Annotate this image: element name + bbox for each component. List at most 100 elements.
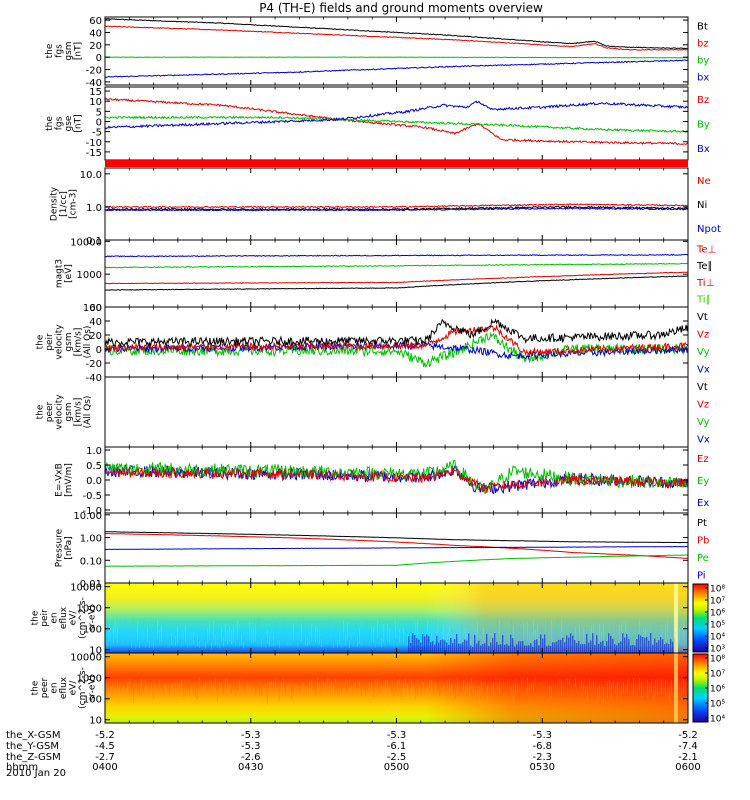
series-ey <box>104 459 689 495</box>
x-axis-row-label: the_Z-GSM <box>6 752 61 763</box>
legend-label: Vt <box>697 382 708 393</box>
panel-temperature: 10000 1000 100 magt3 [eV] Te⊥ Te∥ Ti⊥ Ti∥ <box>54 237 716 314</box>
legend-label: Vz <box>697 399 709 410</box>
x-axis-value: 0400 <box>92 762 117 773</box>
y-axis-label: (All Qs) <box>83 326 93 359</box>
y-axis-label: the <box>45 116 55 131</box>
y-axis-label: gsm <box>64 402 74 421</box>
chart-title: P4 (TH-E) fields and ground moments over… <box>259 1 543 15</box>
y-tick-label: 10 <box>89 646 102 657</box>
x-axis-value: -2.5 <box>387 752 407 763</box>
x-axis-value: -2.6 <box>241 752 261 763</box>
x-axis-value: -5.2 <box>678 730 698 741</box>
y-axis-label: the <box>35 404 45 419</box>
colorbar-tick-label: 10⁷ <box>710 670 725 680</box>
date-label: 2010 Jan 20 <box>6 768 66 779</box>
y-axis-label: the <box>35 334 45 349</box>
y-tick-label: 100 <box>83 625 102 636</box>
x-axis-value: -5.3 <box>387 730 407 741</box>
colorbar-tick-label: 10³ <box>710 645 725 655</box>
series-te- <box>104 275 689 291</box>
y-tick-label: 10.0 <box>80 170 102 181</box>
legend-label: bx <box>697 73 709 84</box>
y-tick-label: 20 <box>89 41 102 52</box>
x-axis-value: 0530 <box>530 762 555 773</box>
y-tick-label: 1.0 <box>86 446 102 457</box>
y-axis-label: peer <box>45 401 55 422</box>
y-tick-label: 20 <box>89 331 102 342</box>
y-tick-label: 10000 <box>70 583 102 594</box>
y-tick-label: 100 <box>83 303 102 314</box>
legend-label: bz <box>697 39 709 50</box>
data-gap-band <box>105 160 688 167</box>
y-tick-label: 10.00 <box>73 511 102 522</box>
y-axis-label: [cm-3] <box>69 189 79 219</box>
y-axis-label: eflux <box>59 606 69 629</box>
legend-label: Ti⊥ <box>696 278 714 289</box>
legend-label: Vy <box>697 347 710 358</box>
legend-label: Ey <box>697 476 709 487</box>
x-axis-value: -6.1 <box>387 741 407 752</box>
y-axis-label: [mV/m] <box>64 463 74 497</box>
y-axis-label: en <box>50 682 60 693</box>
y-tick-label: 0.5 <box>86 461 102 472</box>
legend-label: Pb <box>697 535 709 546</box>
legend-label: Ez <box>697 454 709 465</box>
legend-label: Vx <box>697 364 710 375</box>
y-axis-label: [nT] <box>73 114 83 132</box>
y-tick-label: -1.0 <box>82 506 102 517</box>
panel-pressure: 10.00 1.00 0.10 0.01 Pressure [nPa] Pt Pb Pe Pi <box>54 511 709 590</box>
series-te- <box>104 271 688 285</box>
panel-peir-velocity: 60 40 20 0 -20 -40 the peir velocity gsm [km/s] (Al… <box>35 303 710 384</box>
series-by <box>104 56 689 59</box>
y-axis-label: peir <box>45 333 55 351</box>
y-axis-label: [1/cc] <box>59 191 69 217</box>
colorbar-tick-label: 10⁴ <box>710 633 725 643</box>
x-axis-value: 0500 <box>384 762 409 773</box>
colorbar-tick-label: 10⁷ <box>710 597 725 607</box>
legend-label: by <box>697 56 709 67</box>
panel-density: 10.0 1.0 0.1 Density [1/cc] [cm-3] Ne Ni Npot <box>50 167 721 247</box>
y-tick-label: 0.0 <box>86 476 102 487</box>
spectrogram-streaks <box>105 618 688 653</box>
y-tick-label: 10 <box>89 716 102 727</box>
y-axis-label: (cm^2-s- <box>78 667 88 709</box>
series-vt <box>104 318 689 348</box>
legend-label: Vz <box>697 329 709 340</box>
y-tick-label: 0.01 <box>80 579 102 590</box>
x-axis-value: -7.4 <box>678 741 698 752</box>
y-axis-label: magt3 <box>54 259 64 288</box>
legend-label: Ne <box>697 176 711 187</box>
legend-label: By <box>697 120 710 131</box>
legend-label: Te∥ <box>696 261 713 272</box>
panel-frame <box>104 306 689 378</box>
y-tick-label: 10000 <box>70 653 102 664</box>
y-tick-label: -5 <box>92 128 102 139</box>
legend-label: Npot <box>697 224 721 235</box>
x-axis-value: -6.8 <box>532 741 552 752</box>
y-axis-label: velocity <box>54 394 64 430</box>
legend-label: Ti∥ <box>696 295 711 306</box>
series-pi <box>104 545 689 551</box>
series-bz <box>104 97 689 146</box>
panel-efield: 1.0 0.5 0.0 -0.5 -1.0 E=-VxB [mV/m] Ez Ey Ex <box>54 446 709 517</box>
panel-peer-velocity: the peer velocity gsm [km/s] (All Qs) Vt Vz Vy Vx <box>35 376 710 448</box>
x-axis-value: -2.7 <box>95 752 115 763</box>
series-pe <box>104 554 689 567</box>
y-tick-label: 15 <box>89 87 102 98</box>
x-axis-value: -4.5 <box>95 741 115 752</box>
legend-label: Vt <box>697 312 708 323</box>
y-tick-label: 1.00 <box>80 534 102 545</box>
series-pt <box>104 531 688 544</box>
y-tick-label: 1.0 <box>86 203 102 214</box>
y-tick-label: -20 <box>86 359 102 370</box>
y-axis-label: eV/ <box>69 680 79 696</box>
legend-label: Vy <box>697 417 710 428</box>
y-axis-label: [nT] <box>73 42 83 60</box>
legend-label: Bt <box>697 22 708 33</box>
y-tick-label: -0.5 <box>82 491 102 502</box>
y-tick-label: 100 <box>83 695 102 706</box>
y-axis-label: sr-eV) <box>88 675 98 701</box>
y-axis-label: velocity <box>54 324 64 360</box>
